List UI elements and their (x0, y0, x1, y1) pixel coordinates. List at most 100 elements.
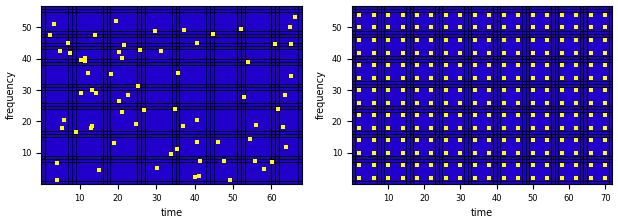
Point (441, 63, 451, 67)
Point (571, 88, 581, 92)
Point (543, 13, 552, 17)
Point (354, 101, 364, 104)
Point (586, 88, 596, 92)
Point (514, 176, 523, 180)
Point (514, 138, 523, 142)
Point (117, 56, 127, 59)
Point (470, 164, 480, 167)
Point (426, 176, 436, 180)
Point (470, 138, 480, 142)
Point (397, 101, 407, 104)
Point (586, 13, 596, 17)
Point (151, 166, 161, 170)
Point (586, 151, 596, 155)
Point (543, 164, 552, 167)
Point (87, 124, 96, 128)
Point (571, 113, 581, 117)
Point (600, 176, 610, 180)
Point (470, 76, 480, 80)
Point (600, 138, 610, 142)
Point (177, 125, 187, 128)
Point (600, 88, 610, 92)
Point (586, 51, 596, 54)
Point (499, 151, 509, 155)
Point (368, 88, 378, 92)
Point (470, 101, 480, 104)
Point (543, 113, 552, 117)
Point (543, 63, 552, 67)
Point (49, 22, 59, 26)
Point (383, 126, 393, 129)
Point (80, 60, 90, 63)
Point (114, 50, 124, 54)
Point (600, 151, 610, 155)
Point (543, 151, 552, 155)
Point (354, 63, 364, 67)
Point (397, 138, 407, 142)
Point (571, 76, 581, 80)
Point (270, 43, 280, 46)
Point (514, 113, 523, 117)
Point (557, 164, 567, 167)
Point (455, 113, 465, 117)
Point (383, 13, 393, 17)
Point (600, 76, 610, 80)
Point (368, 51, 378, 54)
Point (455, 26, 465, 29)
Point (485, 126, 494, 129)
Point (485, 38, 494, 42)
Point (83, 71, 93, 75)
Point (166, 152, 176, 155)
Point (499, 26, 509, 29)
Point (59, 118, 69, 121)
Point (557, 63, 567, 67)
Point (557, 126, 567, 129)
Point (106, 72, 116, 76)
Point (543, 88, 552, 92)
Point (528, 113, 538, 117)
Point (194, 174, 204, 177)
Point (397, 51, 407, 54)
Point (586, 63, 596, 67)
Point (470, 113, 480, 117)
Point (455, 76, 465, 80)
Point (499, 138, 509, 142)
Point (426, 101, 436, 104)
Point (412, 176, 422, 180)
Point (156, 49, 166, 52)
Point (117, 110, 127, 113)
Point (368, 138, 378, 142)
Point (455, 88, 465, 92)
Point (426, 113, 436, 117)
Point (571, 164, 581, 167)
Point (485, 164, 494, 167)
Point (281, 146, 290, 149)
Point (354, 113, 364, 117)
Point (441, 101, 451, 104)
Point (250, 159, 260, 163)
Point (441, 126, 451, 129)
Y-axis label: frequency: frequency (316, 70, 326, 119)
Point (499, 101, 509, 104)
Point (528, 38, 538, 42)
Point (571, 126, 581, 129)
Point (354, 126, 364, 129)
Point (397, 151, 407, 155)
Point (412, 63, 422, 67)
Point (150, 29, 159, 33)
Point (455, 138, 465, 142)
Point (55, 49, 65, 52)
Point (528, 13, 538, 17)
Point (397, 13, 407, 17)
Point (499, 113, 509, 117)
Point (219, 160, 229, 163)
Point (470, 151, 480, 155)
X-axis label: time: time (471, 209, 493, 218)
Point (470, 126, 480, 129)
Point (426, 88, 436, 92)
Point (284, 26, 294, 29)
Point (397, 26, 407, 29)
Point (130, 122, 140, 126)
Point (514, 63, 523, 67)
Point (239, 96, 249, 99)
